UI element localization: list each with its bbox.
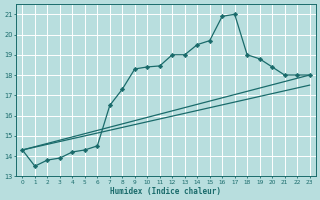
X-axis label: Humidex (Indice chaleur): Humidex (Indice chaleur) [110,187,221,196]
